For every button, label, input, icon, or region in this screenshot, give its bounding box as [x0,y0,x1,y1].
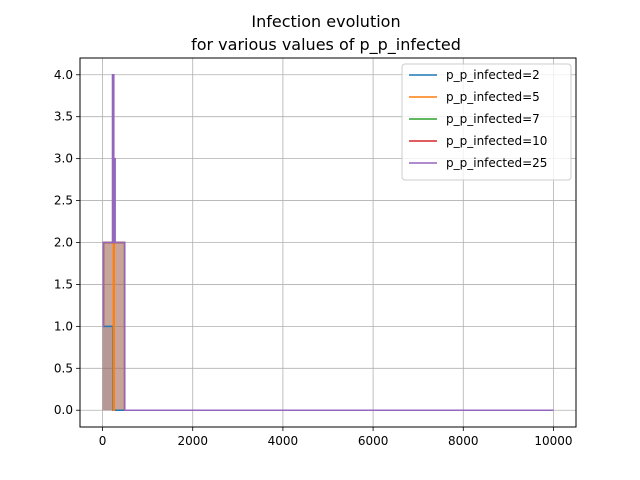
legend-label: p_p_infected=2 [446,68,540,82]
legend-label: p_p_infected=10 [446,134,547,148]
y-axis: 0.0 0.5 1.0 1.5 2.0 2.5 3.0 3.5 4.0 [54,68,80,417]
legend-label: p_p_infected=5 [446,90,540,104]
y-tick-label: 1.5 [54,277,73,291]
legend: p_p_infected=2 p_p_infected=5 p_p_infected… [401,63,572,181]
y-tick-label: 4.0 [54,68,73,82]
x-tick-label: 2000 [177,434,208,448]
series-line-5 [102,74,554,411]
y-tick-label: 2.0 [54,236,73,250]
legend-box [401,63,572,181]
legend-label: p_p_infected=7 [446,112,540,126]
x-tick-label: 6000 [358,434,389,448]
series-lines [102,74,554,411]
y-tick-label: 3.5 [54,110,73,124]
y-tick-label: 3.0 [54,152,73,166]
y-tick-label: 1.0 [54,319,73,333]
chart-title-line-1: Infection evolution [251,12,400,31]
x-tick-label: 10000 [534,434,572,448]
x-tick-label: 0 [99,434,107,448]
y-tick-label: 0.5 [54,361,73,375]
legend-label: p_p_infected=25 [446,156,547,170]
chart-title: Infection evolution for various values o… [191,12,461,55]
y-tick-label: 0.0 [54,403,73,417]
y-tick-label: 2.5 [54,194,73,208]
x-tick-label: 4000 [268,434,299,448]
x-tick-label: 8000 [448,434,479,448]
chart-title-line-2: for various values of p_p_infected [191,35,461,55]
x-axis: 0 2000 4000 6000 8000 10000 [99,427,573,448]
